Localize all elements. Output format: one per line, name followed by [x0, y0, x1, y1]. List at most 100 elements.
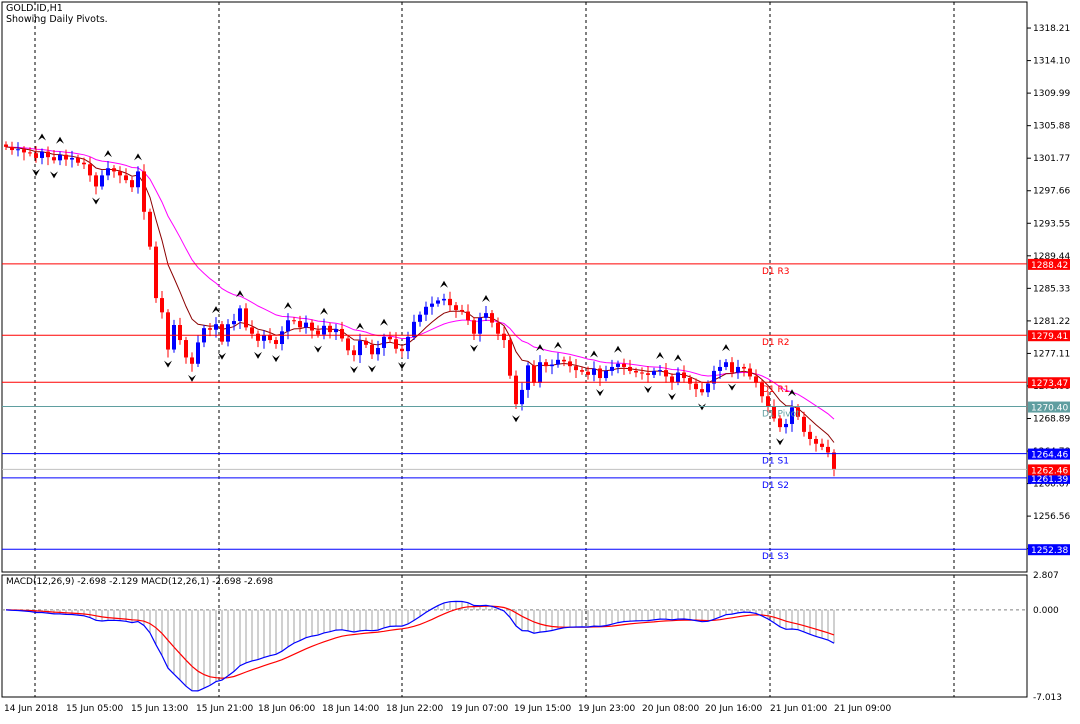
candle-body: [748, 368, 752, 377]
candle-body: [598, 368, 602, 379]
price-tick-label: 1297.66: [1033, 187, 1070, 197]
price-tick-label: 1305.88: [1033, 122, 1070, 132]
candle-body: [154, 246, 158, 299]
candle-body: [670, 376, 674, 382]
candle-body: [646, 373, 650, 375]
candle-body: [718, 366, 722, 371]
candle-body: [658, 370, 662, 372]
time-axis-label: 19 Jun 15:00: [514, 704, 571, 714]
fractal-up-icon: [104, 150, 112, 158]
candle-body: [388, 336, 392, 340]
time-axis-label: 20 Jun 08:00: [642, 704, 699, 714]
candle-body: [352, 350, 356, 356]
time-axis-label: 18 Jun 06:00: [258, 704, 315, 714]
candle-body: [208, 328, 212, 330]
fractal-up-icon: [356, 322, 364, 330]
fractal-down-icon: [92, 197, 100, 205]
time-axis-label: 20 Jun 16:00: [705, 704, 762, 714]
candle-body: [484, 313, 488, 318]
ma-fast-line: [5, 146, 835, 443]
price-tick-label: 1256.56: [1033, 512, 1070, 522]
candle-body: [382, 336, 386, 348]
fractal-down-icon: [50, 171, 58, 179]
candle-body: [346, 338, 350, 351]
price-tick-label: 1314.10: [1033, 57, 1070, 67]
candle-body: [424, 306, 428, 315]
candle-body: [538, 362, 542, 383]
price-tick-label: 1260.67: [1033, 480, 1070, 490]
candle-body: [490, 313, 494, 323]
fractal-up-icon: [722, 344, 730, 352]
candle-body: [778, 418, 782, 428]
time-axis-label: 15 Jun 21:00: [196, 704, 253, 714]
candle-body: [634, 370, 638, 373]
candle-body: [226, 324, 230, 342]
candle-body: [64, 154, 68, 160]
candle-body: [754, 376, 758, 383]
candle-body: [4, 144, 8, 147]
candle-body: [172, 325, 176, 350]
candle-body: [448, 298, 452, 306]
candle-body: [742, 366, 746, 369]
candle-body: [526, 365, 530, 390]
candle-body: [472, 320, 476, 334]
candle-body: [520, 389, 524, 405]
price-tick-label: 1301.77: [1033, 154, 1070, 164]
candle-body: [22, 149, 26, 153]
time-axis-label: 19 Jun 07:00: [451, 704, 508, 714]
fractal-down-icon: [512, 415, 520, 423]
candle-body: [568, 361, 572, 367]
pivot-price-badge: [1028, 472, 1070, 484]
main-chart-frame: [1, 1, 1028, 573]
pivot-price-label: 1279.41: [1031, 332, 1068, 342]
candle-body: [100, 175, 104, 187]
pivot-name-label: D1 R2: [762, 338, 790, 348]
pivot-price-label: 1288.42: [1031, 261, 1068, 271]
candle-body: [706, 383, 710, 393]
candle-body: [532, 365, 536, 383]
fractal-up-icon: [38, 133, 46, 141]
price-tick-label: 1289.44: [1033, 252, 1070, 262]
candle-body: [292, 320, 296, 322]
pivot-name-label: D1 S1: [762, 457, 789, 467]
price-tick-label: 1268.89: [1033, 414, 1070, 424]
pivot-name-label: D1 Pivot: [762, 410, 800, 420]
fractal-down-icon: [254, 351, 262, 359]
fractal-up-icon: [674, 354, 682, 362]
candle-body: [802, 416, 806, 432]
candle-body: [406, 336, 410, 352]
candle-body: [700, 389, 704, 393]
candle-body: [286, 320, 290, 332]
pivot-name-label: D1 S3: [762, 552, 789, 562]
pivot-price-label: 1264.46: [1031, 451, 1068, 461]
macd-label: MACD(12,26,9) -2.698 -2.129 MACD(12,26,1…: [6, 577, 274, 587]
fractal-down-icon: [188, 374, 196, 382]
candle-body: [82, 162, 86, 165]
candle-body: [184, 340, 188, 358]
chart-title: GOLD.ID,H1: [6, 3, 63, 14]
candle-body: [796, 407, 800, 417]
macd-tick-label: -7.013: [1033, 693, 1062, 703]
candle-body: [256, 333, 260, 341]
candle-body: [160, 298, 164, 313]
time-axis-label: 15 Jun 13:00: [131, 704, 188, 714]
pivot-price-label: 1273.47: [1031, 379, 1068, 389]
candle-body: [430, 303, 434, 307]
candle-body: [760, 382, 764, 397]
price-tick-label: 1318.21: [1033, 24, 1070, 34]
price-tick-label: 1281.22: [1033, 317, 1070, 327]
time-axis-label: 18 Jun 14:00: [322, 704, 379, 714]
pivot-name-label: D1 R3: [762, 267, 790, 277]
fractal-down-icon: [668, 393, 676, 401]
candle-body: [784, 423, 788, 428]
candle-body: [196, 342, 200, 364]
fractal-up-icon: [320, 307, 328, 315]
candle-body: [652, 370, 656, 375]
candle-body: [262, 335, 266, 341]
candle-body: [604, 370, 608, 379]
time-axis-label: 15 Jun 05:00: [66, 704, 123, 714]
fractal-up-icon: [380, 318, 388, 326]
candle-body: [460, 309, 464, 312]
